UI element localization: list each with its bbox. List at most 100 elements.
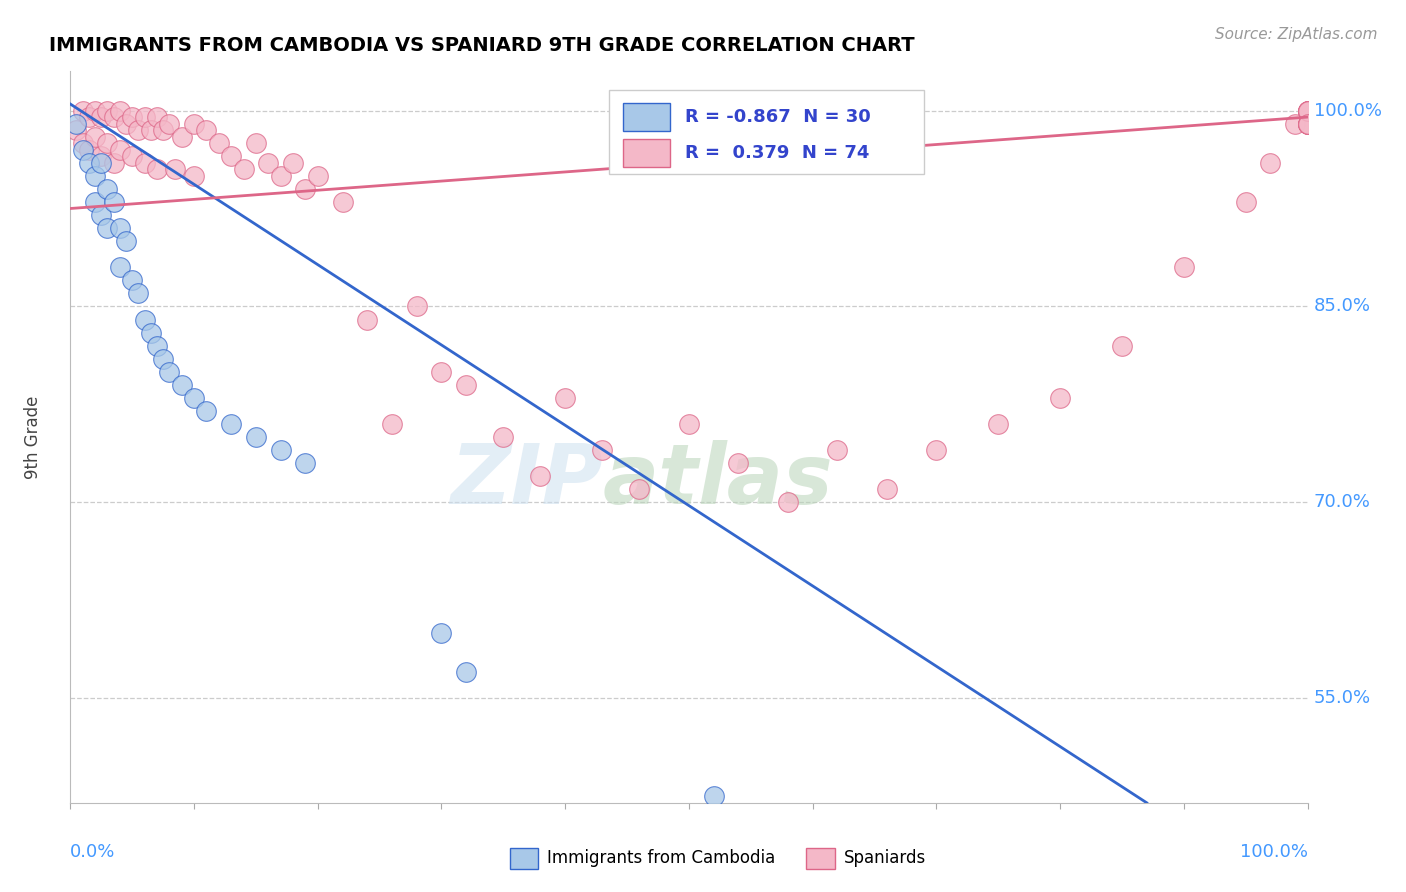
Text: atlas: atlas — [602, 441, 832, 522]
Point — [115, 234, 138, 248]
Point — [146, 162, 169, 177]
Point — [356, 312, 378, 326]
Point — [257, 156, 280, 170]
Point — [430, 365, 453, 379]
Point — [727, 456, 749, 470]
Point — [121, 110, 143, 124]
Point — [245, 430, 267, 444]
Point — [776, 495, 799, 509]
Point — [127, 286, 149, 301]
Point — [1049, 391, 1071, 405]
Point — [96, 136, 118, 151]
Text: IMMIGRANTS FROM CAMBODIA VS SPANIARD 9TH GRADE CORRELATION CHART: IMMIGRANTS FROM CAMBODIA VS SPANIARD 9TH… — [49, 36, 915, 54]
Text: Source: ZipAtlas.com: Source: ZipAtlas.com — [1215, 27, 1378, 42]
Point — [90, 149, 112, 163]
Point — [77, 143, 100, 157]
Point — [1296, 117, 1319, 131]
Point — [1296, 103, 1319, 118]
Text: 100.0%: 100.0% — [1240, 843, 1308, 861]
Text: Spaniards: Spaniards — [844, 849, 925, 867]
Point — [492, 430, 515, 444]
Point — [121, 149, 143, 163]
Point — [183, 391, 205, 405]
Point — [115, 117, 138, 131]
Point — [1260, 156, 1282, 170]
Text: 9th Grade: 9th Grade — [24, 395, 42, 479]
Point — [103, 194, 125, 209]
Point — [90, 110, 112, 124]
Point — [1296, 103, 1319, 118]
Point — [134, 156, 156, 170]
Point — [108, 221, 131, 235]
Point — [1296, 117, 1319, 131]
Point — [925, 443, 948, 458]
Point — [219, 149, 242, 163]
Point — [1296, 117, 1319, 131]
Point — [152, 123, 174, 137]
Point — [1296, 103, 1319, 118]
Bar — [807, 848, 835, 869]
Point — [108, 103, 131, 118]
Point — [134, 312, 156, 326]
Point — [876, 483, 898, 497]
Point — [96, 103, 118, 118]
FancyBboxPatch shape — [609, 90, 924, 174]
Point — [121, 273, 143, 287]
Point — [183, 117, 205, 131]
Bar — [623, 103, 671, 130]
Point — [72, 103, 94, 118]
Point — [146, 110, 169, 124]
Text: R =  0.379  N = 74: R = 0.379 N = 74 — [685, 145, 869, 162]
Point — [245, 136, 267, 151]
Point — [294, 182, 316, 196]
Point — [405, 300, 427, 314]
Point — [157, 365, 180, 379]
Bar — [623, 139, 671, 167]
Point — [139, 123, 162, 137]
Point — [72, 136, 94, 151]
Point — [108, 260, 131, 275]
Point — [65, 117, 87, 131]
Point — [90, 156, 112, 170]
Point — [139, 326, 162, 340]
Point — [72, 143, 94, 157]
Point — [1296, 103, 1319, 118]
Text: Immigrants from Cambodia: Immigrants from Cambodia — [547, 849, 775, 867]
Point — [1296, 117, 1319, 131]
Point — [381, 417, 404, 431]
Point — [90, 208, 112, 222]
Point — [84, 169, 107, 183]
Point — [65, 123, 87, 137]
Point — [703, 789, 725, 804]
Point — [146, 339, 169, 353]
Point — [103, 156, 125, 170]
Point — [96, 182, 118, 196]
Point — [195, 404, 218, 418]
Text: 85.0%: 85.0% — [1313, 297, 1371, 316]
Point — [232, 162, 254, 177]
Text: 70.0%: 70.0% — [1313, 493, 1371, 511]
Text: ZIP: ZIP — [450, 441, 602, 522]
Point — [96, 221, 118, 235]
Point — [270, 169, 292, 183]
Bar — [509, 848, 538, 869]
Point — [307, 169, 329, 183]
Point — [1173, 260, 1195, 275]
Point — [456, 377, 478, 392]
Text: 55.0%: 55.0% — [1313, 690, 1371, 707]
Point — [1296, 117, 1319, 131]
Text: 100.0%: 100.0% — [1313, 102, 1382, 120]
Point — [591, 443, 613, 458]
Point — [294, 456, 316, 470]
Text: R = -0.867  N = 30: R = -0.867 N = 30 — [685, 108, 870, 126]
Point — [84, 194, 107, 209]
Point — [430, 626, 453, 640]
Point — [1234, 194, 1257, 209]
Point — [77, 156, 100, 170]
Point — [84, 103, 107, 118]
Point — [134, 110, 156, 124]
Point — [77, 110, 100, 124]
Point — [127, 123, 149, 137]
Point — [1296, 103, 1319, 118]
Point — [183, 169, 205, 183]
